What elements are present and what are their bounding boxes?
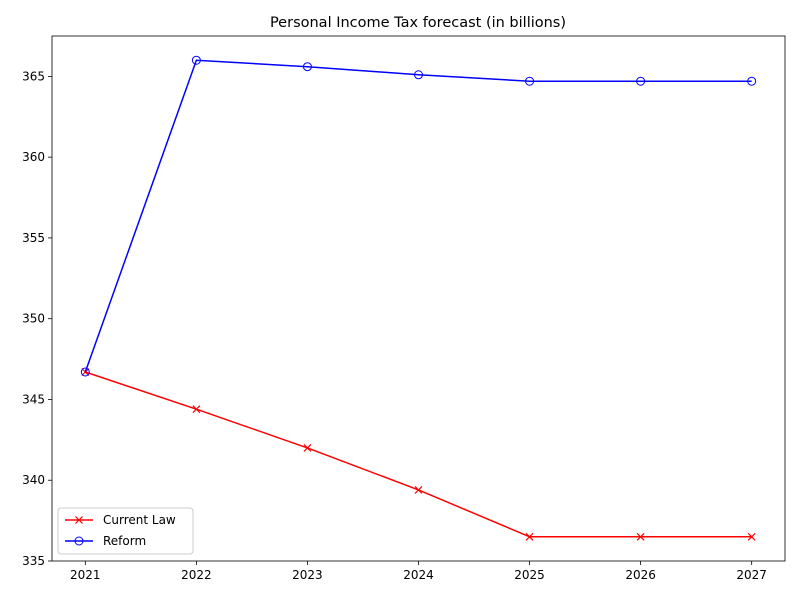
legend-marker-1 [74, 536, 84, 546]
x-tick-label-6: 2027 [736, 568, 767, 582]
y-tick-label-3: 350 [22, 312, 45, 326]
y-tick-label-2: 345 [22, 392, 45, 406]
data-point-0-1 [192, 405, 201, 414]
plot-area [80, 55, 757, 541]
data-point-1-4 [525, 76, 535, 86]
data-point-0-2 [303, 443, 312, 452]
data-point-1-0 [80, 367, 90, 377]
legend-label-1: Reform [103, 534, 146, 548]
legend-label-0: Current Law [103, 513, 176, 527]
data-point-1-6 [747, 76, 757, 86]
x-tick-label-3: 2024 [403, 568, 434, 582]
y-tick-label-5: 360 [22, 150, 45, 164]
data-point-0-3 [414, 485, 423, 494]
x-tick-label-2: 2023 [292, 568, 323, 582]
axes: 2021 2022 2023 2024 2025 2026 2027 335 340 345 350… [22, 35, 786, 582]
data-point-0-4 [525, 532, 534, 541]
x-tick-label-5: 2026 [625, 568, 656, 582]
data-point-0-6 [747, 532, 756, 541]
x-tick-label-0: 2021 [70, 568, 101, 582]
x-tick-label-4: 2025 [514, 568, 545, 582]
data-point-0-0 [81, 368, 90, 376]
data-point-1-1 [191, 55, 201, 65]
y-tick-label-0: 335 [22, 554, 45, 568]
data-point-1-5 [636, 76, 646, 86]
legend: Current Law Reform [57, 507, 194, 555]
series-line-1 [84, 59, 752, 373]
data-point-1-2 [302, 62, 312, 72]
y-tick-label-6: 365 [22, 69, 45, 83]
x-tick-label-1: 2022 [181, 568, 212, 582]
legend-marker-0 [75, 516, 83, 524]
y-tick-label-4: 355 [22, 231, 45, 245]
data-point-1-3 [414, 70, 423, 80]
chart-title: Personal Income Tax forecast (in billion… [270, 15, 566, 31]
data-point-0-5 [636, 532, 645, 541]
y-tick-label-1: 340 [22, 473, 45, 487]
